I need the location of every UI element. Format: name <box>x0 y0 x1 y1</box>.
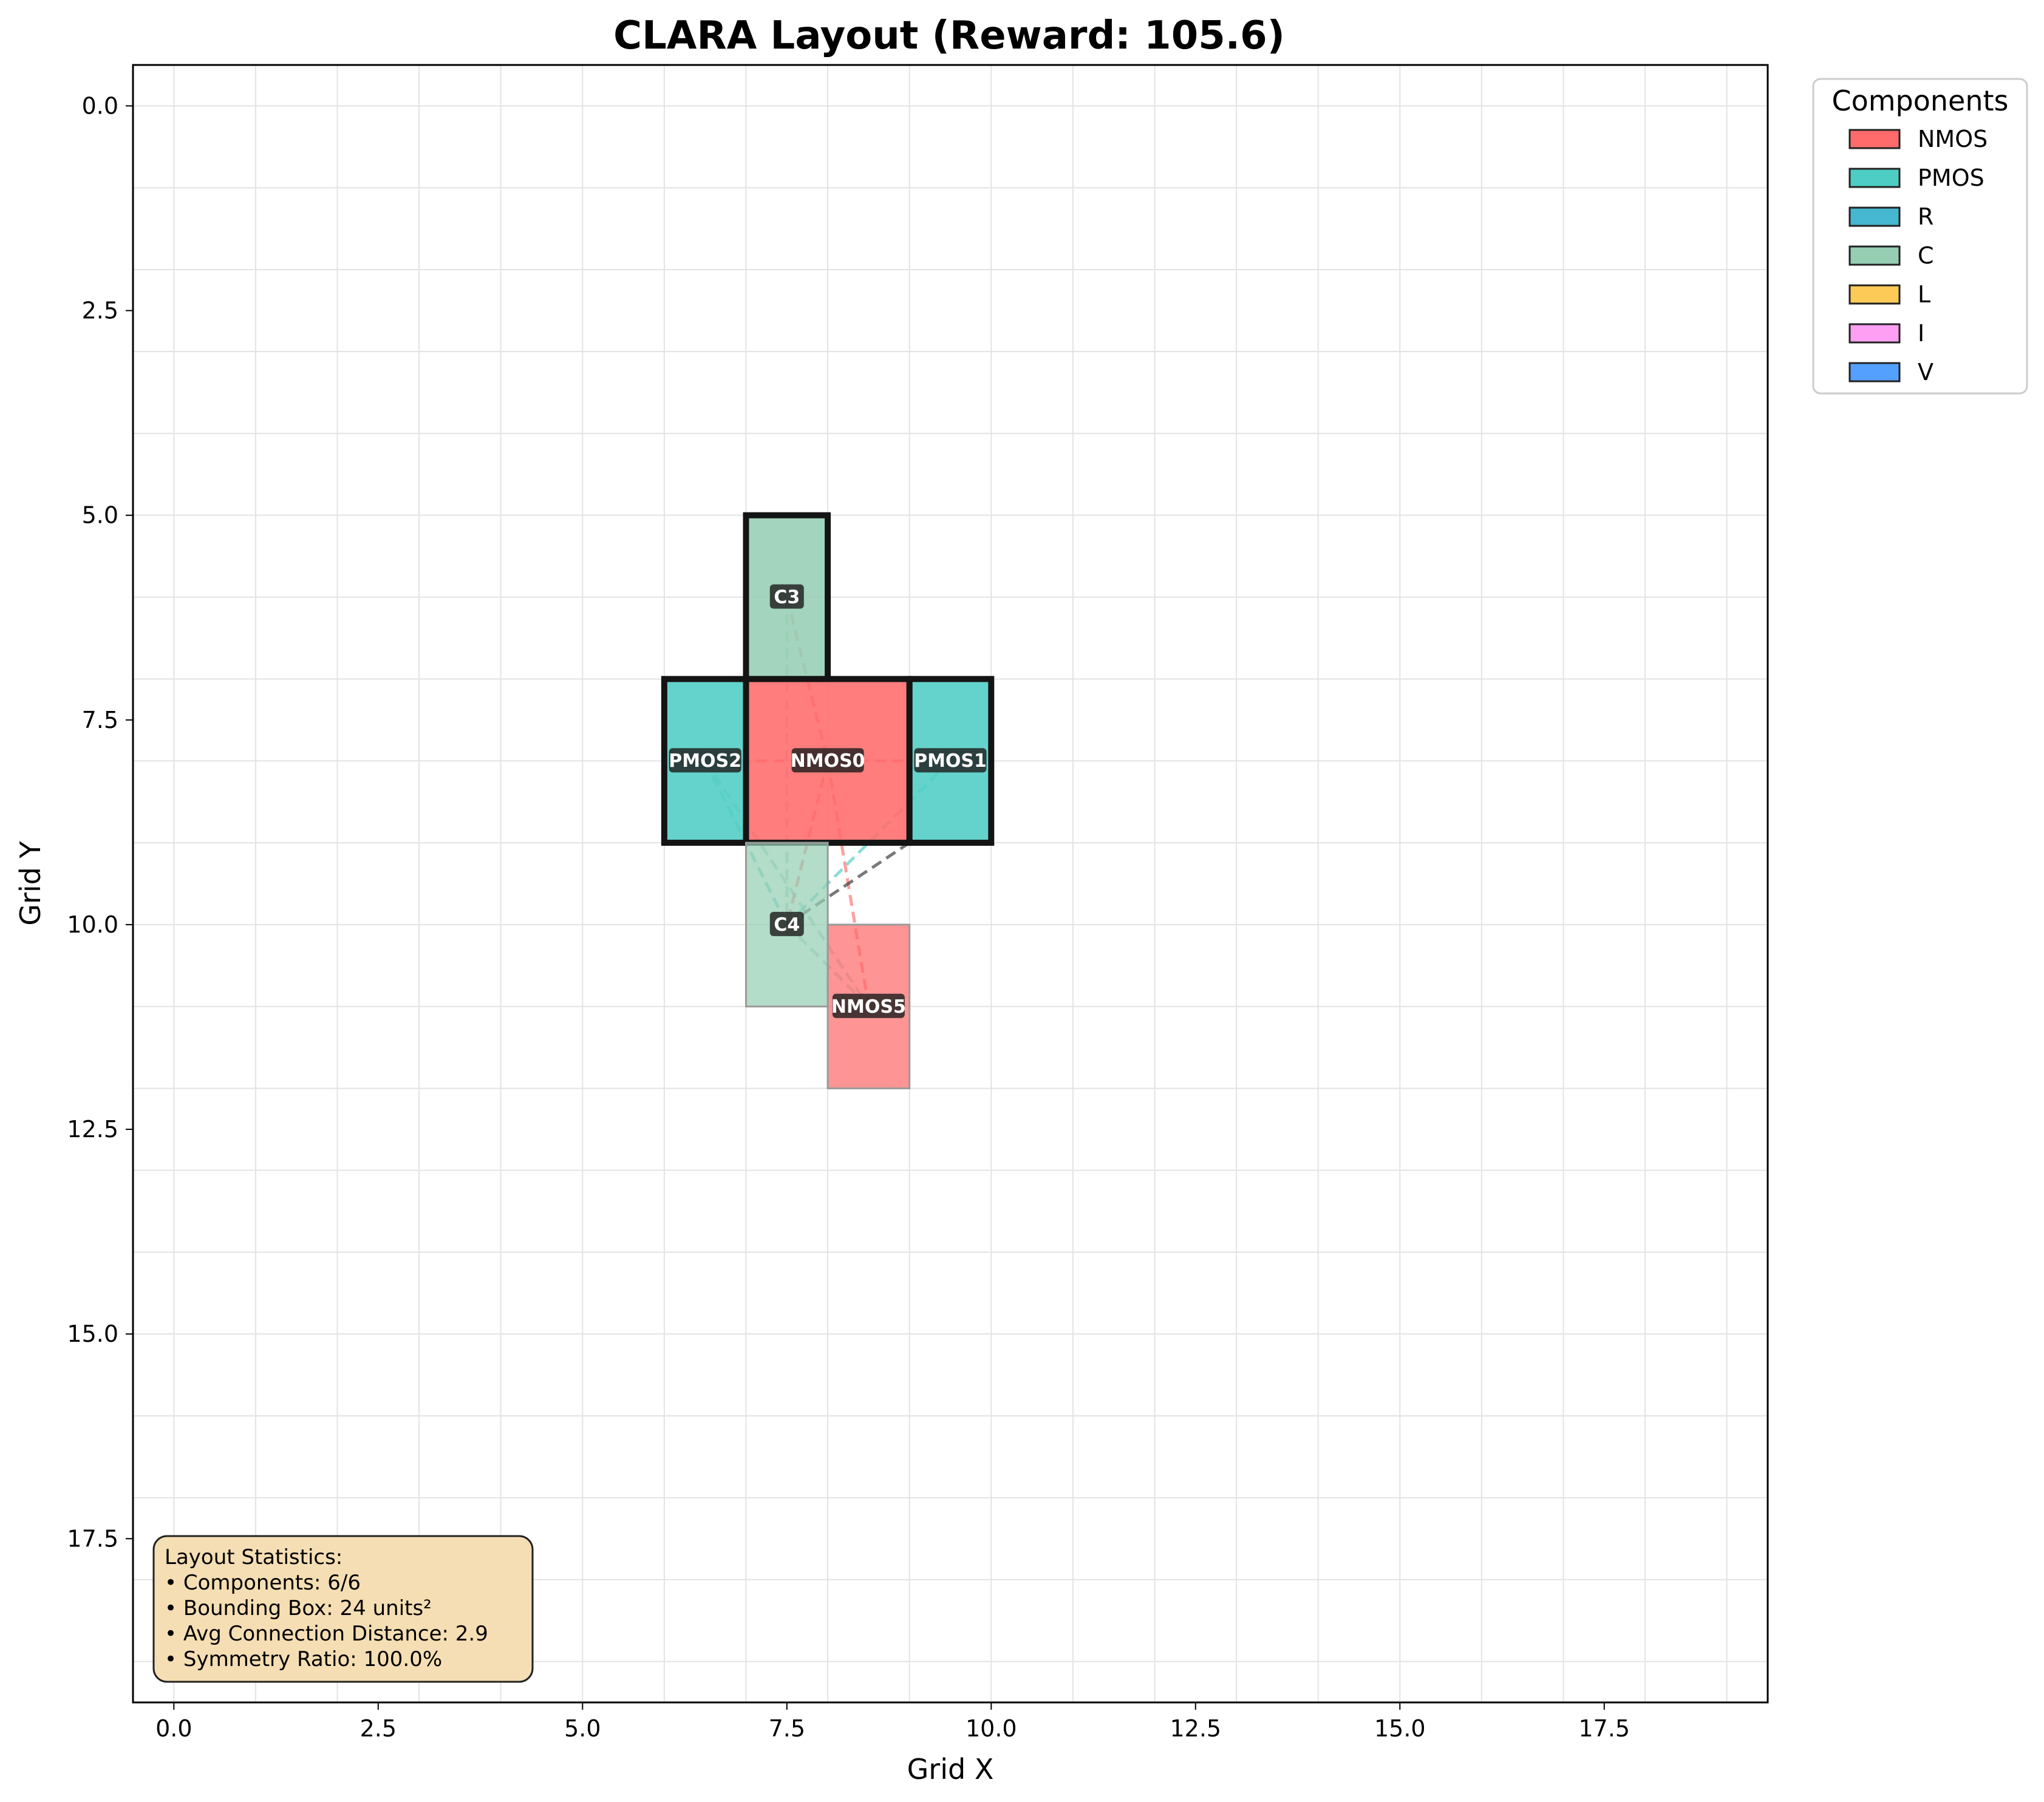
stats-line: • Bounding Box: 24 units² <box>165 1596 432 1620</box>
component-label-nmos5: NMOS5 <box>831 996 906 1018</box>
y-axis-label: Grid Y <box>14 840 47 925</box>
legend-label-v: V <box>1918 359 1933 386</box>
layout-statistics: Layout Statistics: • Components: 6/6• Bo… <box>154 1536 533 1682</box>
component-label-pmos2: PMOS2 <box>669 750 741 772</box>
x-tick-label: 2.5 <box>360 1715 397 1742</box>
legend-label-i: I <box>1918 320 1924 347</box>
x-tick-label: 15.0 <box>1374 1715 1426 1742</box>
legend-swatch-l <box>1850 285 1899 304</box>
legend-swatch-i <box>1850 324 1899 342</box>
component-label-nmos0: NMOS0 <box>791 750 865 772</box>
legend-label-pmos: PMOS <box>1918 165 1984 191</box>
x-tick-label: 12.5 <box>1170 1715 1221 1742</box>
y-tick-label: 10.0 <box>67 911 118 938</box>
legend-swatch-nmos <box>1850 130 1899 148</box>
plot-frame <box>133 65 1768 1702</box>
grid-lines <box>133 65 1768 1702</box>
y-tick-label: 17.5 <box>67 1525 118 1552</box>
stats-line: • Components: 6/6 <box>165 1571 361 1595</box>
stats-title: Layout Statistics: <box>165 1545 342 1569</box>
axis-ticks: 0.0 2.5 5.0 7.5 10.0 12.5 15.0 17.5 0.0 2.5 5.0 7.5… <box>67 92 1630 1742</box>
component-label-pmos1: PMOS1 <box>914 750 987 772</box>
legend-swatch-v <box>1850 363 1899 381</box>
x-tick-label: 5.0 <box>564 1715 601 1742</box>
y-tick-label: 0.0 <box>82 92 118 119</box>
legend-title: Components <box>1831 84 2008 117</box>
legend-label-c: C <box>1918 242 1934 269</box>
x-axis-label: Grid X <box>907 1753 994 1786</box>
x-tick-label: 0.0 <box>155 1715 192 1742</box>
y-tick-label: 2.5 <box>82 298 118 324</box>
y-tick-label: 7.5 <box>82 707 118 733</box>
legend-swatch-c <box>1850 246 1899 265</box>
legend-label-r: R <box>1918 203 1933 230</box>
component-label-c3: C3 <box>774 587 800 608</box>
legend-label-nmos: NMOS <box>1918 126 1988 152</box>
component-label-c4: C4 <box>774 914 800 936</box>
stats-line: • Avg Connection Distance: 2.9 <box>165 1622 488 1646</box>
x-tick-label: 10.0 <box>966 1715 1017 1742</box>
legend-swatch-r <box>1850 208 1899 226</box>
y-tick-label: 5.0 <box>82 502 118 529</box>
y-tick-label: 12.5 <box>67 1116 118 1143</box>
stats-line: • Symmetry Ratio: 100.0% <box>165 1647 442 1671</box>
legend-label-l: L <box>1918 281 1930 308</box>
components <box>664 515 991 1089</box>
chart-title: CLARA Layout (Reward: 105.6) <box>613 13 1285 58</box>
y-tick-label: 15.0 <box>67 1321 118 1347</box>
x-tick-label: 17.5 <box>1578 1715 1630 1742</box>
x-tick-label: 7.5 <box>769 1715 805 1742</box>
legend-swatch-pmos <box>1850 169 1899 187</box>
